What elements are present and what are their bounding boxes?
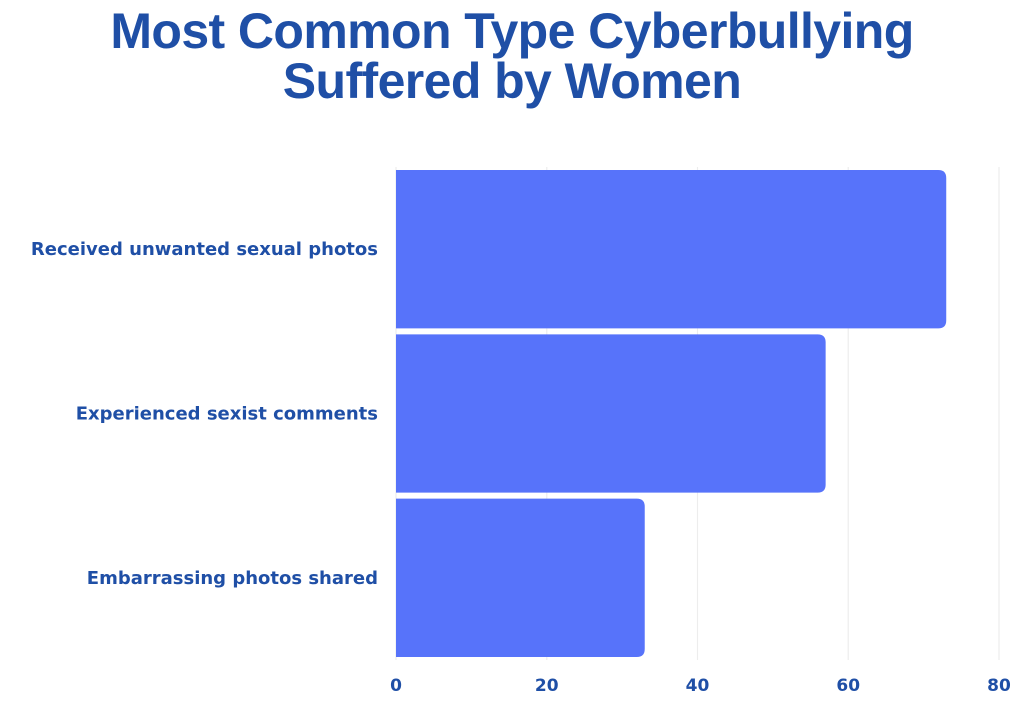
category-label: Received unwanted sexual photos (31, 239, 378, 260)
bar (396, 498, 645, 657)
x-tick-label: 20 (535, 676, 559, 696)
x-tick-label: 0 (390, 676, 402, 696)
chart-title-line-1: Most Common Type Cyberbullying (110, 3, 914, 59)
chart-title: Most Common Type Cyberbullying Suffered … (0, 6, 1024, 106)
x-tick-label: 40 (686, 676, 710, 696)
bar (396, 170, 947, 329)
x-axis-tick-labels: 0 20 40 60 80 (390, 676, 1011, 696)
bars (396, 170, 947, 657)
x-tick-label: 80 (987, 676, 1011, 696)
category-labels: Received unwanted sexual photos Experienc… (31, 239, 378, 589)
category-label: Experienced sexist comments (76, 404, 378, 425)
x-tick-label: 60 (836, 676, 860, 696)
chart-title-line-2: Suffered by Women (282, 53, 742, 109)
category-label: Embarrassing photos shared (87, 568, 378, 589)
bar (396, 334, 826, 493)
